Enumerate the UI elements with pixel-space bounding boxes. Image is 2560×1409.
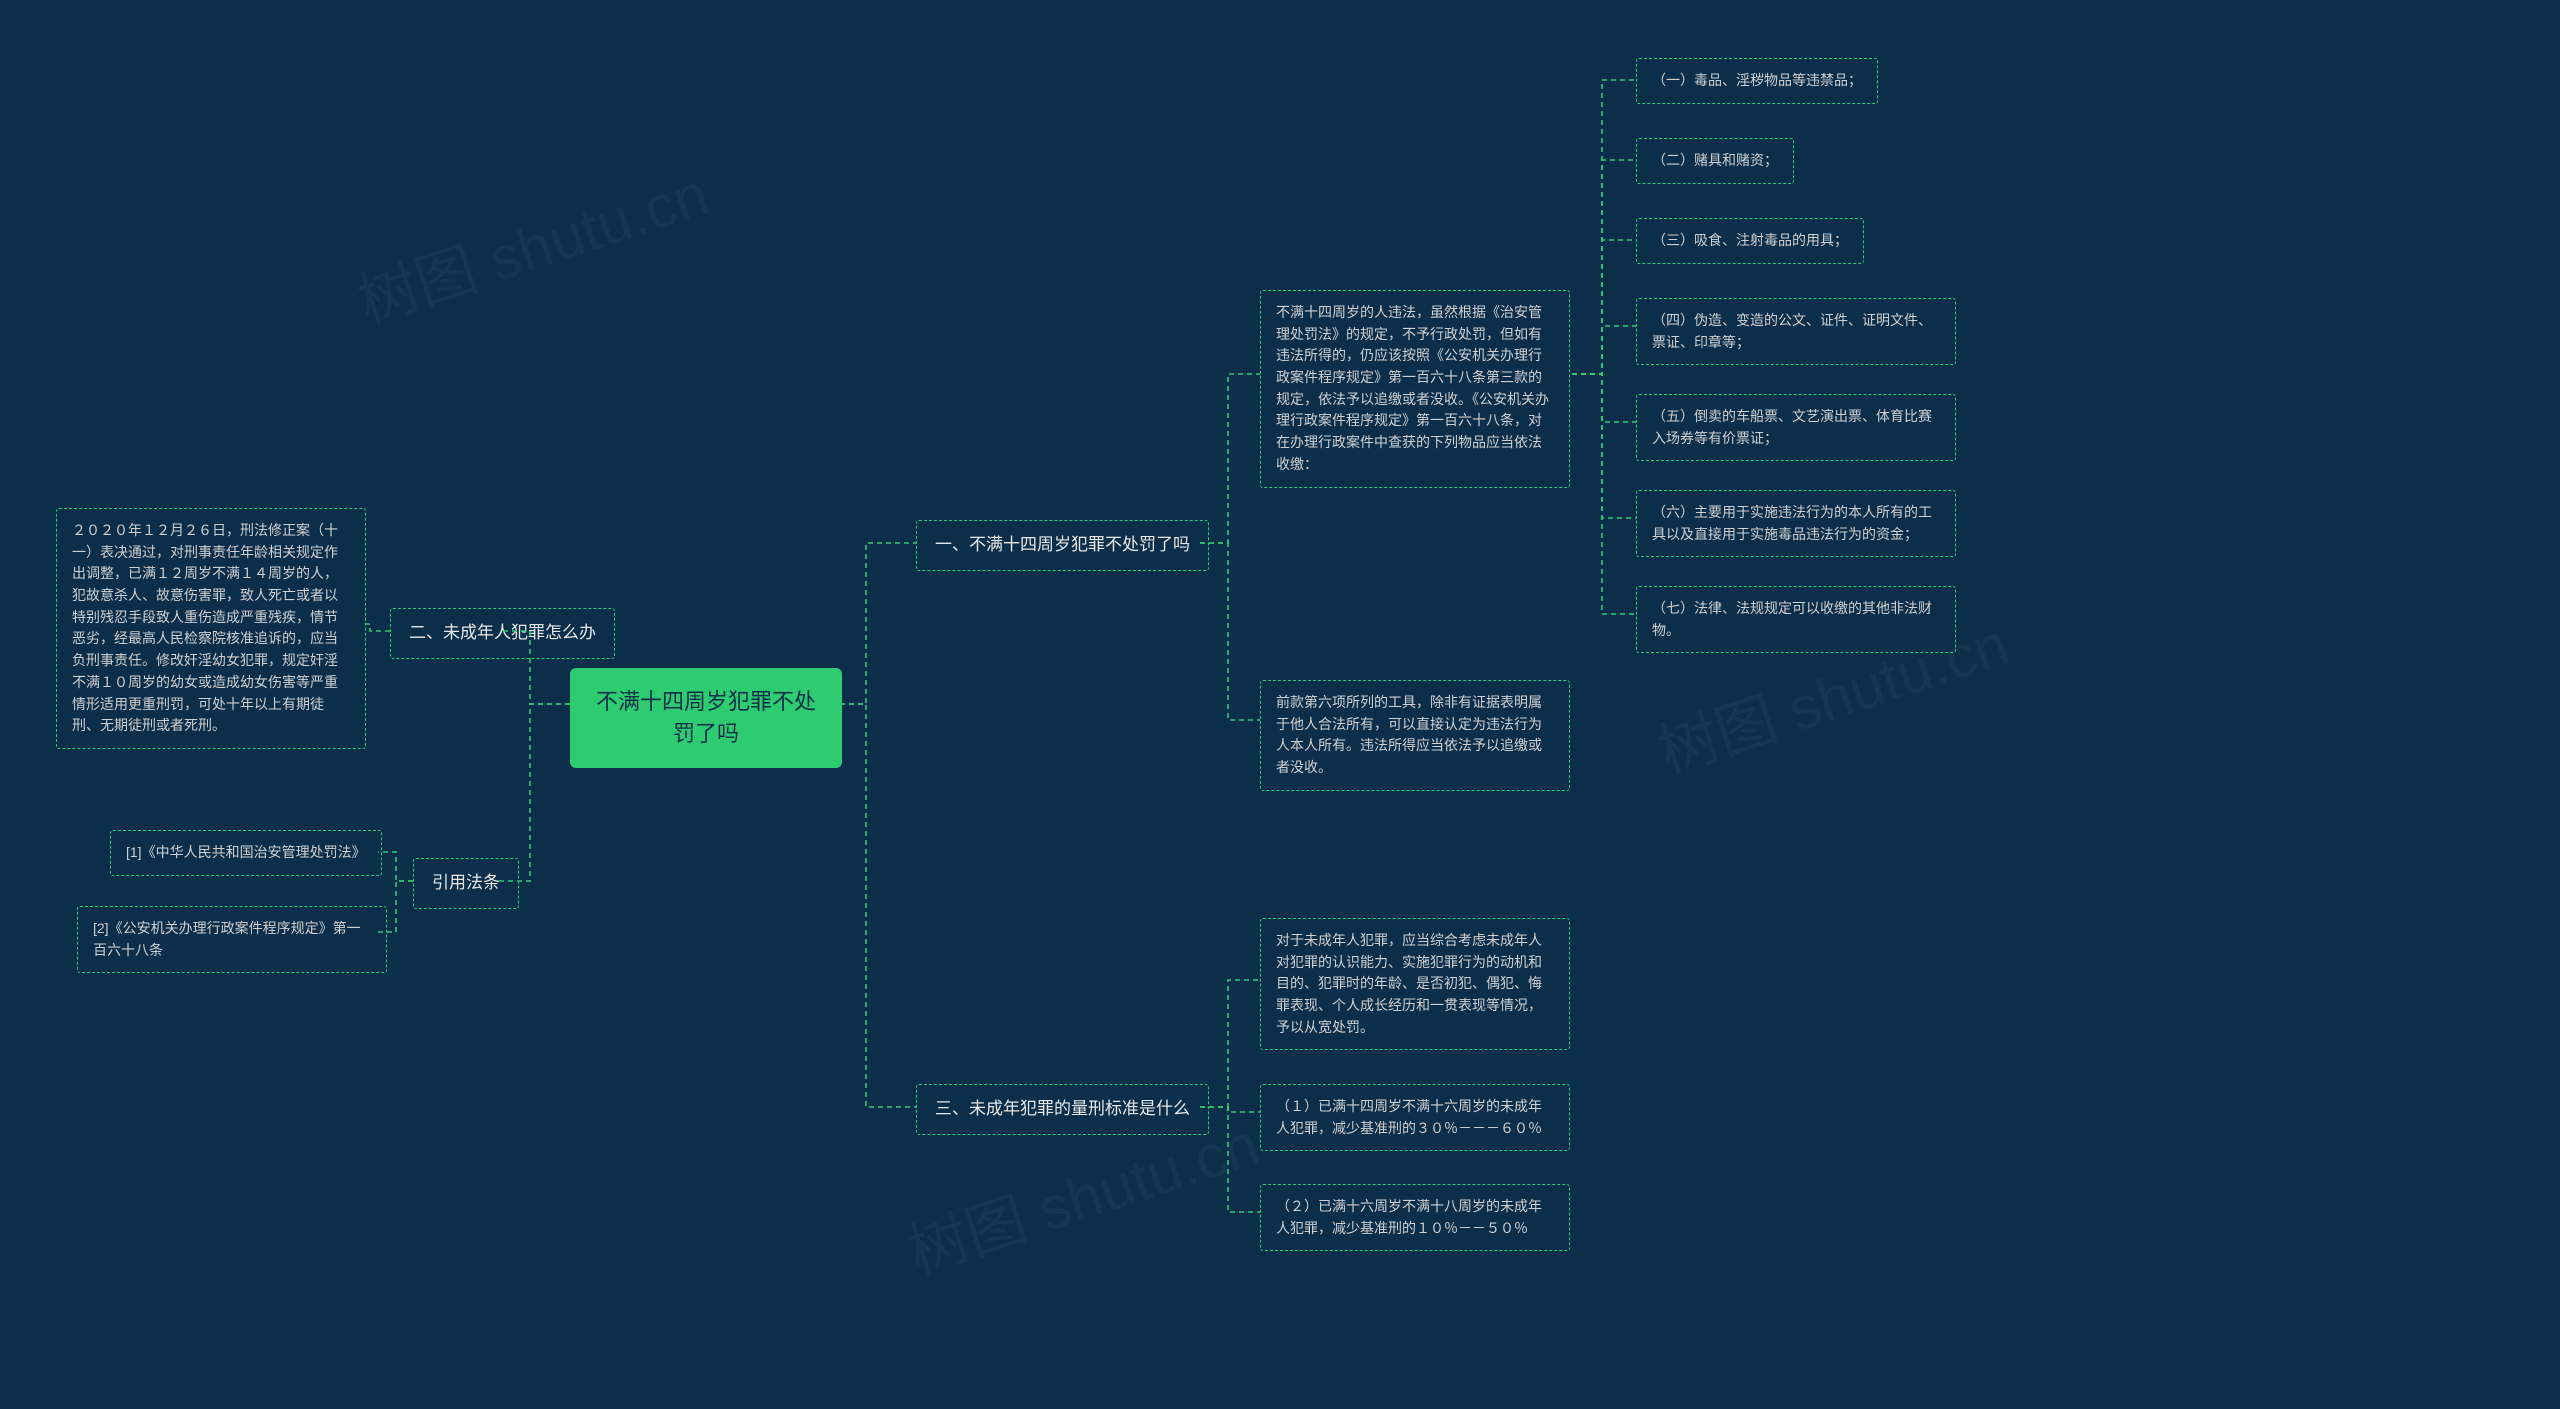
leaf-node[interactable]: （七）法律、法规规定可以收缴的其他非法财物。 (1636, 586, 1956, 653)
branch-label: 一、不满十四周岁犯罪不处罚了吗 (935, 535, 1190, 554)
leaf-label: [2]《公安机关办理行政案件程序规定》第一百六十八条 (93, 920, 361, 958)
leaf-node[interactable]: 对于未成年人犯罪，应当综合考虑未成年人对犯罪的认识能力、实施犯罪行为的动机和目的… (1260, 918, 1570, 1050)
branch-node-r2[interactable]: 三、未成年犯罪的量刑标准是什么 (916, 1084, 1209, 1135)
root-label: 不满十四周岁犯罪不处罚了吗 (596, 686, 816, 750)
leaf-label: （１）已满十四周岁不满十六周岁的未成年人犯罪，减少基准刑的３０％－－－６０％ (1276, 1098, 1542, 1136)
leaf-label: （三）吸食、注射毒品的用具； (1652, 232, 1848, 248)
branch-node-l2[interactable]: 引用法条 (413, 858, 519, 909)
leaf-label: [1]《中华人民共和国治安管理处罚法》 (126, 844, 366, 860)
leaf-node[interactable]: （一）毒品、淫秽物品等违禁品； (1636, 58, 1878, 104)
leaf-label: （２）已满十六周岁不满十八周岁的未成年人犯罪，减少基准刑的１０％－－５０％ (1276, 1198, 1542, 1236)
leaf-node[interactable]: （三）吸食、注射毒品的用具； (1636, 218, 1864, 264)
leaf-label: 对于未成年人犯罪，应当综合考虑未成年人对犯罪的认识能力、实施犯罪行为的动机和目的… (1276, 932, 1542, 1035)
branch-node-r1[interactable]: 一、不满十四周岁犯罪不处罚了吗 (916, 520, 1209, 571)
leaf-node[interactable]: （１）已满十四周岁不满十六周岁的未成年人犯罪，减少基准刑的３０％－－－６０％ (1260, 1084, 1570, 1151)
leaf-label: （六）主要用于实施违法行为的本人所有的工具以及直接用于实施毒品违法行为的资金； (1652, 504, 1932, 542)
branch-label: 二、未成年人犯罪怎么办 (409, 623, 596, 642)
leaf-label: （一）毒品、淫秽物品等违禁品； (1652, 72, 1862, 88)
leaf-node[interactable]: [1]《中华人民共和国治安管理处罚法》 (110, 830, 382, 876)
root-node[interactable]: 不满十四周岁犯罪不处罚了吗 (570, 668, 842, 768)
leaf-label: （七）法律、法规规定可以收缴的其他非法财物。 (1652, 600, 1932, 638)
leaf-label: （五）倒卖的车船票、文艺演出票、体育比赛入场券等有价票证； (1652, 408, 1932, 446)
branch-node-l1[interactable]: 二、未成年人犯罪怎么办 (390, 608, 615, 659)
branch-label: 三、未成年犯罪的量刑标准是什么 (935, 1099, 1190, 1118)
leaf-node[interactable]: （四）伪造、变造的公文、证件、证明文件、票证、印章等； (1636, 298, 1956, 365)
watermark: 树图 shutu.cn (345, 146, 718, 341)
leaf-label: （四）伪造、变造的公文、证件、证明文件、票证、印章等； (1652, 312, 1932, 350)
leaf-node[interactable]: 前款第六项所列的工具，除非有证据表明属于他人合法所有，可以直接认定为违法行为人本… (1260, 680, 1570, 791)
leaf-label: 前款第六项所列的工具，除非有证据表明属于他人合法所有，可以直接认定为违法行为人本… (1276, 694, 1542, 775)
branch-label: 引用法条 (432, 873, 500, 892)
leaf-node[interactable]: （２）已满十六周岁不满十八周岁的未成年人犯罪，减少基准刑的１０％－－５０％ (1260, 1184, 1570, 1251)
leaf-label: ２０２０年１２月２６日，刑法修正案（十一）表决通过，对刑事责任年龄相关规定作出调… (72, 522, 338, 733)
leaf-node[interactable]: 不满十四周岁的人违法，虽然根据《治安管理处罚法》的规定，不予行政处罚，但如有违法… (1260, 290, 1570, 488)
leaf-node[interactable]: （二）赌具和赌资； (1636, 138, 1794, 184)
leaf-label: 不满十四周岁的人违法，虽然根据《治安管理处罚法》的规定，不予行政处罚，但如有违法… (1276, 304, 1549, 472)
leaf-node[interactable]: ２０２０年１２月２６日，刑法修正案（十一）表决通过，对刑事责任年龄相关规定作出调… (56, 508, 366, 749)
leaf-node[interactable]: （六）主要用于实施违法行为的本人所有的工具以及直接用于实施毒品违法行为的资金； (1636, 490, 1956, 557)
leaf-node[interactable]: （五）倒卖的车船票、文艺演出票、体育比赛入场券等有价票证； (1636, 394, 1956, 461)
leaf-label: （二）赌具和赌资； (1652, 152, 1778, 168)
leaf-node[interactable]: [2]《公安机关办理行政案件程序规定》第一百六十八条 (77, 906, 387, 973)
